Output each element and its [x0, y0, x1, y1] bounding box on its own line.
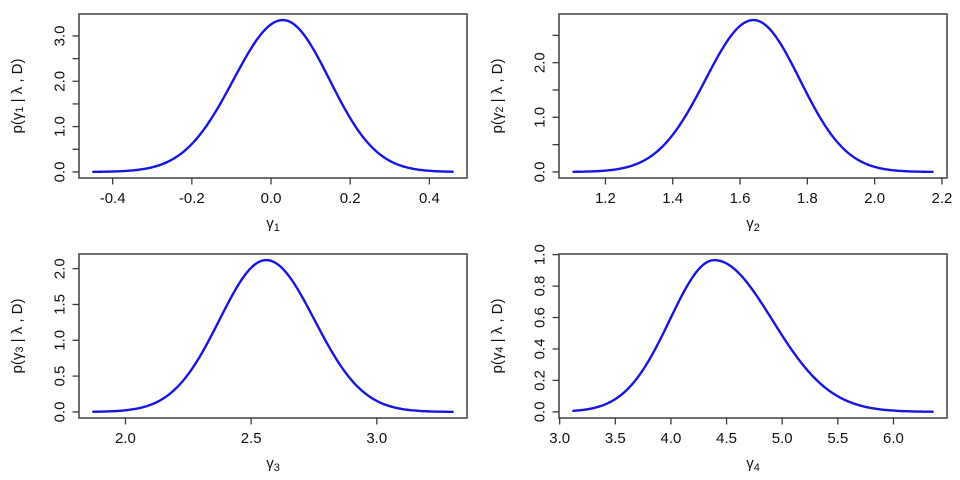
y-tick-label: 2.0 — [52, 258, 69, 279]
panel-gamma-3: 2.0 2.5 3.0 0.0 0.5 1.0 1.5 2.0 γ3 p(γ3 | λ , D) — [0, 240, 480, 480]
x-tick-label: 3.0 — [549, 430, 570, 447]
plot-box — [78, 13, 468, 179]
y-tick-label: 0.0 — [52, 161, 69, 182]
plot-box — [558, 253, 948, 419]
x-tick-label: 0.2 — [340, 190, 361, 207]
density-curve — [92, 258, 454, 414]
x-tick-label: 0.4 — [419, 190, 440, 207]
y-tick-label: 3.0 — [52, 26, 69, 47]
y-tick-label: 0.2 — [532, 370, 549, 391]
y-axis-label: p(γ4 | λ , D) — [489, 298, 507, 373]
y-tick-label: 0.0 — [532, 162, 549, 183]
y-tick-label: 0.4 — [532, 339, 549, 360]
x-tick-label: 3.5 — [605, 430, 626, 447]
x-axis-label: γ3 — [266, 455, 280, 474]
y-tick-label: 0.0 — [52, 401, 69, 422]
x-axis-label: γ2 — [746, 215, 760, 234]
x-tick-label: 1.4 — [662, 190, 683, 207]
x-tick-label: 1.8 — [797, 190, 818, 207]
x-tick-label: 5.5 — [827, 430, 848, 447]
x-tick-label: 3.0 — [366, 430, 387, 447]
gamma-3-density-plot: 2.0 2.5 3.0 0.0 0.5 1.0 1.5 2.0 γ3 p(γ3 | λ , D) — [9, 253, 468, 474]
y-tick-label: 1.5 — [52, 294, 69, 315]
x-tick-label: 6.0 — [883, 430, 904, 447]
y-tick-label: 0.6 — [532, 307, 549, 328]
y-axis-label: p(γ2 | λ , D) — [489, 58, 507, 133]
x-tick-label: -0.4 — [100, 190, 126, 207]
x-tick-label: -0.2 — [179, 190, 205, 207]
x-tick-label: 0.0 — [261, 190, 282, 207]
y-tick-label: 0.0 — [532, 401, 549, 422]
y-tick-label: 1.0 — [532, 244, 549, 265]
y-axis-label: p(γ3 | λ , D) — [9, 298, 27, 373]
x-tick-label: 1.2 — [595, 190, 616, 207]
x-tick-label: 2.0 — [864, 190, 885, 207]
panel-gamma-1: -0.4 -0.2 0.0 0.2 0.4 0.0 1.0 2.0 3.0 γ1 p(γ1 | λ … — [0, 0, 480, 240]
x-tick-label: 2.5 — [241, 430, 262, 447]
y-tick-label: 0.5 — [52, 366, 69, 387]
y-tick-label: 2.0 — [532, 52, 549, 73]
plot-box — [558, 13, 948, 179]
panel-gamma-2: 1.2 1.4 1.6 1.8 2.0 2.2 0.0 1.0 2.0 γ2 p(γ2 | λ , … — [480, 0, 960, 240]
x-tick-label: 4.0 — [661, 430, 682, 447]
y-tick-label: 2.0 — [52, 71, 69, 92]
y-tick-label: 1.0 — [52, 330, 69, 351]
plot-box — [78, 253, 468, 419]
gamma-4-density-plot: 3.0 3.5 4.0 4.5 5.0 5.5 6.0 0.0 0.2 0.4 0.6 0.8 1.0 γ… — [489, 244, 948, 474]
x-tick-label: 2.2 — [932, 190, 953, 207]
panel-gamma-4: 3.0 3.5 4.0 4.5 5.0 5.5 6.0 0.0 0.2 0.4 0.6 0.8 1.0 γ… — [480, 240, 960, 480]
density-curve — [92, 18, 454, 174]
y-tick-label: 0.8 — [532, 276, 549, 297]
y-axis-label: p(γ1 | λ , D) — [9, 58, 27, 133]
x-axis-label: γ1 — [266, 215, 280, 234]
x-tick-label: 2.0 — [115, 430, 136, 447]
x-axis-label: γ4 — [746, 455, 760, 474]
gamma-1-density-plot: -0.4 -0.2 0.0 0.2 0.4 0.0 1.0 2.0 3.0 γ1 p(γ1 | λ … — [9, 13, 468, 234]
x-tick-label: 5.0 — [772, 430, 793, 447]
x-tick-label: 4.5 — [716, 430, 737, 447]
density-curve — [572, 18, 934, 174]
gamma-2-density-plot: 1.2 1.4 1.6 1.8 2.0 2.2 0.0 1.0 2.0 γ2 p(γ2 | λ , … — [489, 13, 953, 234]
y-tick-label: 1.0 — [52, 116, 69, 137]
y-tick-label: 1.0 — [532, 107, 549, 128]
density-curve — [572, 258, 934, 413]
x-tick-label: 1.6 — [730, 190, 751, 207]
